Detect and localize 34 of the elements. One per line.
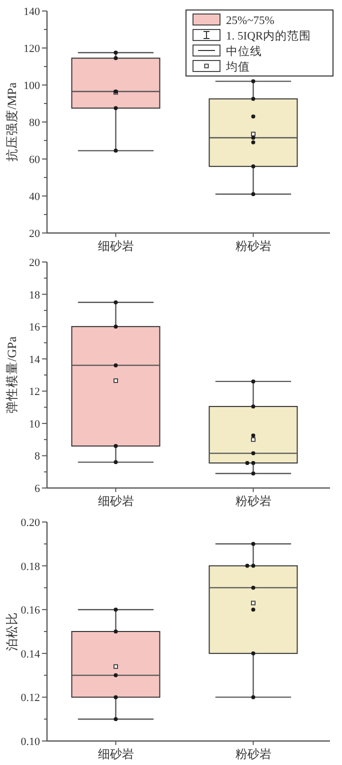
annotation: 均值	[225, 60, 250, 74]
y-tick-label: 0.14	[20, 648, 40, 660]
y-tick-label: 140	[24, 6, 40, 18]
y-axis-title: 抗压强度/MPa	[4, 82, 19, 162]
x-tick-label: 粉砂岩	[235, 239, 272, 253]
x-tick-label: 细砂岩	[98, 239, 134, 253]
y-tick-label: 6	[34, 483, 40, 495]
x-tick-label: 粉砂岩	[235, 494, 272, 508]
y-tick-label: 0.12	[20, 692, 40, 704]
y-tick-label: 20	[29, 228, 40, 240]
y-tick-label: 120	[24, 43, 40, 55]
y-axis-title: 弹性模量/GPa	[5, 336, 19, 414]
annotation: 1. 5IQR内的范围	[226, 30, 312, 42]
y-tick-label: 60	[29, 154, 40, 166]
legend-label: 25%~75%	[226, 15, 275, 27]
annotation: 中位线	[226, 45, 262, 58]
y-tick-label: 40	[29, 191, 40, 203]
y-tick-label: 12	[29, 386, 40, 398]
y-tick-label: 100	[24, 80, 40, 92]
x-tick-label: 细砂岩	[98, 747, 134, 761]
y-tick-label: 0.20	[20, 517, 40, 529]
y-tick-label: 18	[29, 289, 40, 302]
y-tick-label: 10	[29, 418, 40, 430]
x-tick-label: 粉砂岩	[235, 747, 272, 761]
y-tick-label: 14	[29, 354, 40, 366]
y-tick-label: 8	[34, 450, 40, 463]
y-tick-label: 0.18	[20, 560, 40, 573]
y-tick-label: 80	[29, 117, 40, 129]
y-tick-label: 0.16	[20, 604, 40, 617]
y-axis-title: 泊松比	[5, 612, 19, 651]
x-tick-label: 细砂岩	[98, 494, 134, 508]
y-tick-label: 20	[29, 257, 40, 269]
y-tick-label: 0.10	[20, 736, 40, 748]
y-tick-label: 16	[29, 322, 40, 334]
